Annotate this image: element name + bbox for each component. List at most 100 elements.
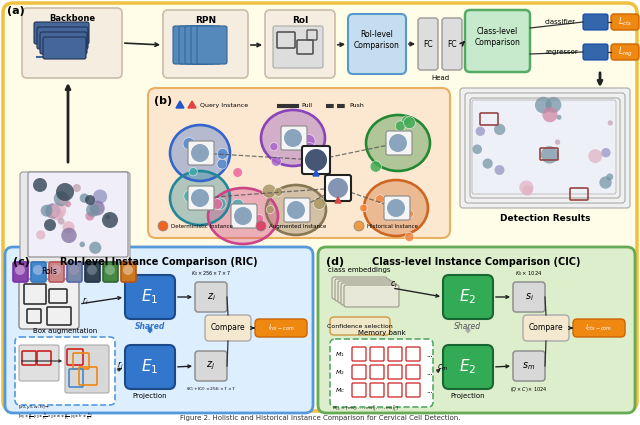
Circle shape: [302, 134, 315, 147]
Circle shape: [79, 193, 89, 203]
Text: $s_i$: $s_i$: [525, 291, 534, 303]
FancyBboxPatch shape: [31, 262, 46, 282]
Text: $z_i$: $z_i$: [207, 291, 216, 303]
Circle shape: [599, 176, 612, 189]
Text: $M_{cls}=\{ms_1^i,...,ms_{n_0}^0,...,ms_{n_C}^C\}$: $M_{cls}=\{ms_1^i,...,ms_{n_0}^0,...,ms_…: [332, 403, 399, 414]
FancyBboxPatch shape: [173, 26, 203, 64]
Text: RoI: RoI: [292, 16, 308, 25]
Ellipse shape: [261, 110, 325, 166]
Circle shape: [360, 204, 367, 212]
Text: $c_m$: $c_m$: [437, 363, 448, 373]
Text: $[x_0,y_0,w,h] \rightarrow$: $[x_0,y_0,w,h] \rightarrow$: [18, 403, 50, 411]
Text: Head: Head: [431, 75, 449, 81]
Text: Augmented Instance: Augmented Instance: [269, 224, 326, 229]
Text: Historical Instance: Historical Instance: [367, 224, 418, 229]
Circle shape: [56, 183, 74, 201]
FancyBboxPatch shape: [43, 37, 86, 59]
Circle shape: [404, 232, 414, 241]
Text: FC: FC: [447, 40, 457, 48]
Circle shape: [483, 159, 493, 169]
Circle shape: [89, 242, 101, 254]
Polygon shape: [335, 197, 341, 203]
Circle shape: [217, 159, 227, 169]
Circle shape: [370, 161, 381, 172]
FancyBboxPatch shape: [85, 262, 100, 282]
FancyBboxPatch shape: [65, 345, 109, 393]
Text: $L_{cts}$: $L_{cts}$: [618, 16, 632, 28]
Text: FC: FC: [423, 40, 433, 48]
FancyBboxPatch shape: [460, 88, 630, 208]
FancyBboxPatch shape: [40, 32, 87, 54]
Text: Deterministic Instance: Deterministic Instance: [171, 224, 233, 229]
Circle shape: [271, 156, 282, 166]
FancyBboxPatch shape: [284, 198, 310, 222]
Text: Class-level Instance Comparison (CIC): Class-level Instance Comparison (CIC): [372, 257, 580, 267]
Text: $E_2$: $E_2$: [460, 358, 477, 377]
Circle shape: [541, 146, 558, 164]
FancyBboxPatch shape: [465, 10, 530, 72]
FancyBboxPatch shape: [185, 26, 215, 64]
Text: Pull: Pull: [301, 103, 312, 108]
Text: ...: ...: [426, 388, 433, 394]
Text: Shared: Shared: [454, 322, 481, 331]
FancyBboxPatch shape: [465, 93, 625, 203]
Text: $(K_1+K_2)\times256\times7\times7$: $(K_1+K_2)\times256\times7\times7$: [186, 385, 236, 393]
Circle shape: [262, 184, 276, 198]
Text: $r_j$: $r_j$: [117, 360, 124, 372]
Circle shape: [214, 198, 226, 210]
Circle shape: [79, 241, 85, 247]
Circle shape: [73, 184, 81, 192]
Text: class embeddings: class embeddings: [328, 267, 390, 273]
FancyBboxPatch shape: [273, 26, 323, 68]
FancyBboxPatch shape: [37, 27, 88, 49]
Text: $K_0\times1024$: $K_0\times1024$: [515, 269, 543, 278]
FancyBboxPatch shape: [163, 10, 248, 78]
Text: (d): (d): [326, 257, 344, 267]
Text: ...: ...: [426, 370, 433, 376]
Text: $r_i$: $r_i$: [82, 295, 88, 307]
Text: Projection: Projection: [132, 393, 167, 399]
FancyBboxPatch shape: [338, 281, 393, 303]
Circle shape: [270, 142, 278, 151]
Text: $M_1$: $M_1$: [335, 351, 345, 360]
FancyBboxPatch shape: [523, 315, 569, 341]
Ellipse shape: [208, 188, 278, 244]
Text: $l_{cts-com}$: $l_{cts-com}$: [586, 323, 612, 333]
FancyBboxPatch shape: [332, 277, 387, 299]
Circle shape: [93, 190, 107, 204]
FancyBboxPatch shape: [281, 126, 307, 150]
Circle shape: [191, 144, 209, 162]
Circle shape: [183, 138, 195, 150]
Circle shape: [33, 178, 47, 192]
Polygon shape: [188, 101, 196, 108]
Circle shape: [63, 221, 75, 233]
Text: RoIs: RoIs: [41, 267, 57, 276]
Text: Class-level
Comparison: Class-level Comparison: [475, 27, 520, 47]
Text: Query Instance: Query Instance: [200, 103, 248, 108]
Circle shape: [232, 199, 244, 211]
Circle shape: [284, 129, 302, 147]
FancyBboxPatch shape: [611, 44, 639, 60]
Circle shape: [212, 199, 223, 210]
Text: Compare: Compare: [211, 323, 245, 332]
Circle shape: [234, 207, 252, 225]
Text: regressor: regressor: [545, 49, 578, 55]
Circle shape: [51, 265, 61, 275]
Polygon shape: [176, 101, 184, 108]
FancyBboxPatch shape: [384, 196, 410, 220]
FancyBboxPatch shape: [335, 279, 390, 301]
Circle shape: [476, 127, 485, 136]
Circle shape: [387, 199, 405, 217]
FancyBboxPatch shape: [148, 88, 450, 238]
Text: Memory bank: Memory bank: [358, 330, 405, 336]
Text: Projection: Projection: [451, 393, 485, 399]
Text: Compare: Compare: [529, 323, 563, 332]
FancyBboxPatch shape: [22, 8, 122, 78]
FancyBboxPatch shape: [265, 10, 335, 78]
Circle shape: [54, 191, 69, 206]
Circle shape: [59, 195, 69, 205]
Circle shape: [45, 204, 60, 218]
Text: $M_C$: $M_C$: [335, 387, 346, 395]
FancyBboxPatch shape: [443, 275, 493, 319]
Circle shape: [396, 121, 405, 131]
